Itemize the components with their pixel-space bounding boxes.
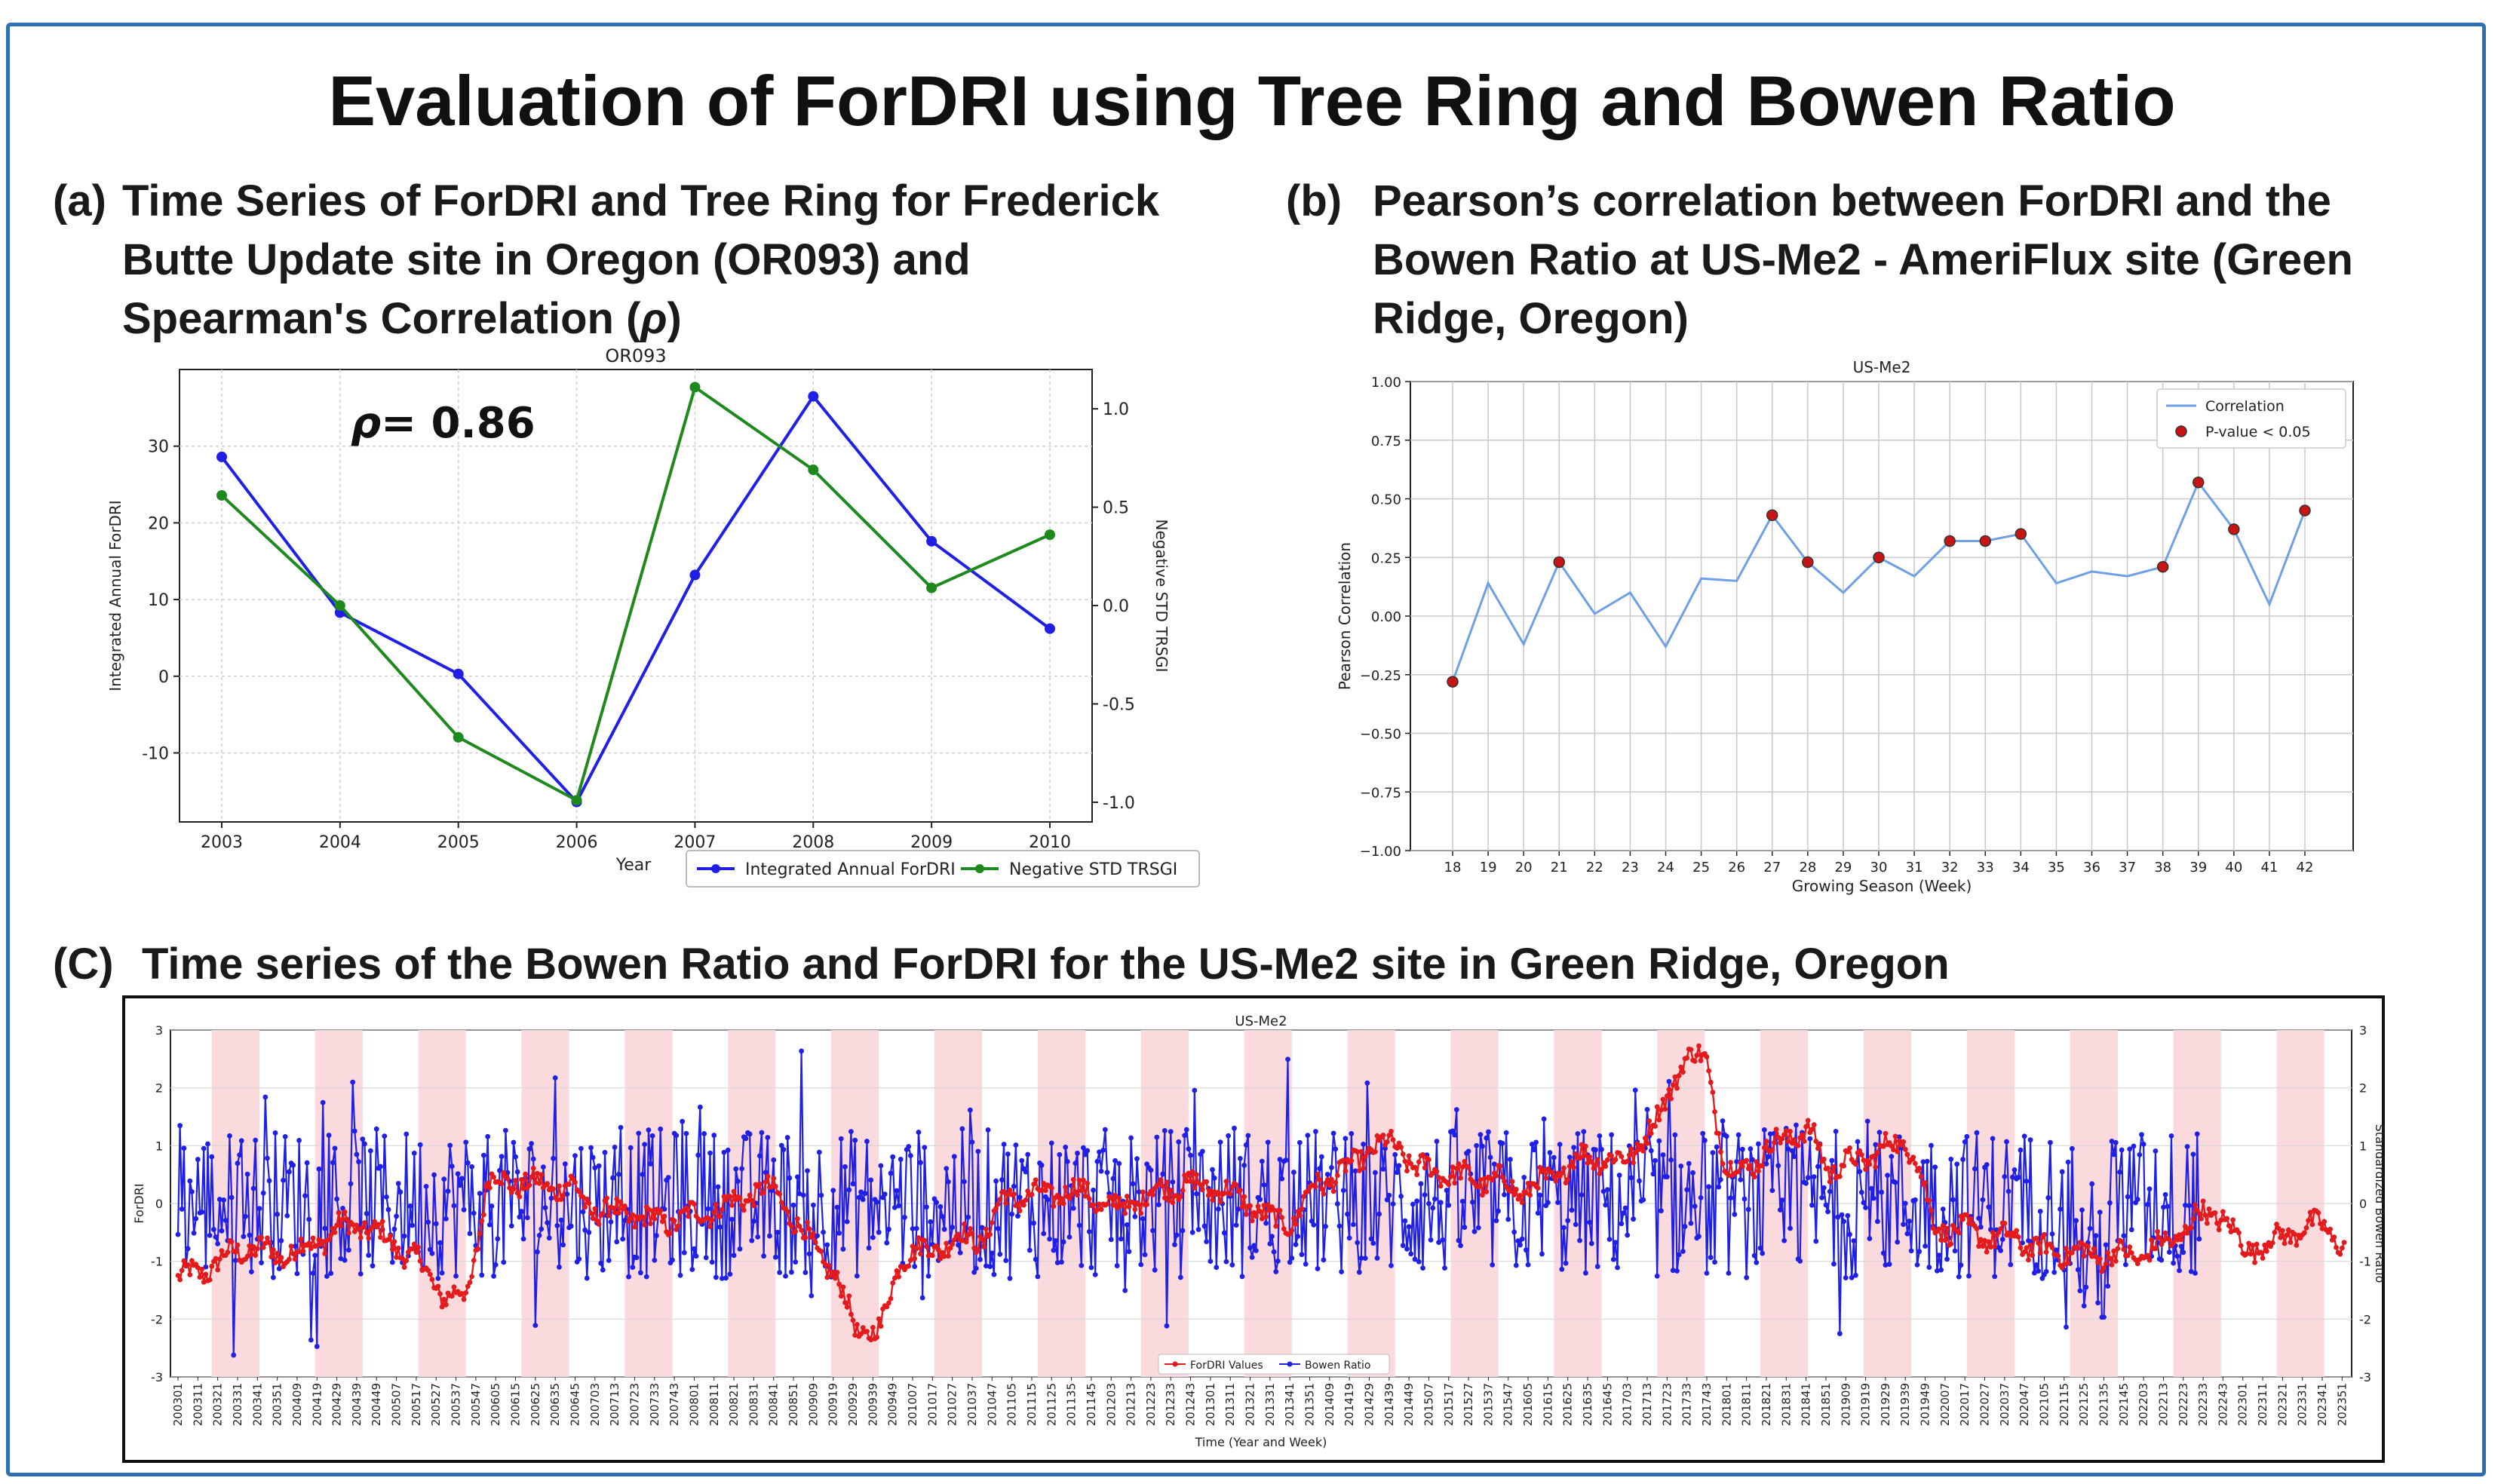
panel-c-heading: (C) Time series of the Bowen Ratio and F… bbox=[53, 935, 2315, 995]
panel-a-heading-line-3-text: Spearman's Correlation ( bbox=[122, 294, 641, 343]
figure-frame bbox=[6, 23, 2486, 1476]
chart-a-point-trsgi bbox=[1045, 529, 1055, 541]
chart-a-ytick-label: 30 bbox=[148, 438, 169, 457]
chart-a-ytick-label: 20 bbox=[148, 514, 169, 533]
chart-a-legend bbox=[686, 850, 1200, 888]
chart-a-ytick-label: 10 bbox=[148, 591, 169, 610]
chart-a-y2tick-label: 1.0 bbox=[1103, 400, 1129, 419]
chart-a-xtick-label: 2007 bbox=[674, 833, 716, 852]
panel-a-tag: (a) bbox=[53, 176, 106, 225]
panel-c-heading-text: Time series of the Bowen Ratio and ForDR… bbox=[142, 940, 1950, 989]
panel-b-heading: (b) Pearson’s correlation between ForDRI… bbox=[1286, 172, 2493, 353]
page-title: Evaluation of ForDRI using Tree Ring and… bbox=[328, 61, 2176, 140]
panel-c-frame bbox=[122, 995, 2385, 1463]
chart-a-point-fordri bbox=[808, 391, 819, 402]
panel-a-heading-line-1: Time Series of ForDRI and Tree Ring for … bbox=[122, 176, 1160, 225]
chart-a-xtick-label: 2005 bbox=[437, 833, 480, 852]
chart-a-y2label: Negative STD TRSGI bbox=[1152, 520, 1171, 673]
chart-a-point-fordri bbox=[453, 668, 464, 679]
chart-a-point-trsgi bbox=[216, 489, 227, 501]
chart-a-legend-label: Integrated Annual ForDRI bbox=[745, 860, 956, 879]
chart-a-point-trsgi bbox=[926, 582, 937, 593]
panel-a-heading-close: ) bbox=[667, 294, 682, 343]
chart-a-point-trsgi bbox=[334, 600, 345, 612]
panel-b-heading-line-2: Bowen Ratio at US-Me2 - AmeriFlux site (… bbox=[1373, 235, 2353, 284]
chart-a-point-trsgi bbox=[689, 382, 701, 393]
chart-a-xtick-label: 2009 bbox=[910, 833, 953, 852]
chart-a-point-fordri bbox=[216, 451, 227, 462]
rho-symbol: ρ bbox=[640, 294, 667, 343]
panel-a-heading: (a) Time Series of ForDRI and Tree Ring … bbox=[53, 172, 1260, 353]
chart-a-xtick-label: 2010 bbox=[1029, 833, 1071, 852]
chart-a-xtick-label: 2008 bbox=[792, 833, 834, 852]
chart-a-title: OR093 bbox=[605, 345, 666, 366]
chart-a-ytick-label: -10 bbox=[142, 744, 169, 763]
chart-a-point-fordri bbox=[689, 569, 701, 581]
chart-a-legend-marker bbox=[975, 864, 984, 873]
chart-a-point-fordri bbox=[926, 535, 937, 547]
chart-a-point-trsgi bbox=[808, 465, 819, 476]
panel-b-heading-line-3: Ridge, Oregon) bbox=[1373, 294, 1689, 343]
chart-a-series-line-fordri bbox=[220, 394, 1051, 805]
panel-b-heading-line-1: Pearson’s correlation between ForDRI and… bbox=[1373, 176, 2331, 225]
chart-a-xtick-label: 2006 bbox=[556, 833, 598, 852]
chart-a-y2tick-label: -1.0 bbox=[1103, 794, 1135, 813]
chart-a-series-line-trsgi bbox=[220, 385, 1051, 803]
chart-a-xtick-label: 2003 bbox=[201, 833, 243, 852]
panel-b-tag: (b) bbox=[1286, 176, 1343, 225]
chart-a-y2tick-label: 0.5 bbox=[1103, 499, 1129, 518]
chart-a-point-trsgi bbox=[453, 731, 464, 743]
rho-annotation-symbol: ρ bbox=[351, 399, 381, 448]
chart-a-point-fordri bbox=[1045, 623, 1055, 634]
panel-a-heading-line-3: Spearman's Correlation (ρ) bbox=[122, 290, 682, 348]
chart-a-point-trsgi bbox=[571, 795, 582, 806]
panel-c-tag: (C) bbox=[53, 940, 114, 989]
chart-a-legend-marker bbox=[711, 864, 720, 873]
chart-a-xtick-label: 2004 bbox=[319, 833, 361, 852]
chart-a-ylabel: Integrated Annual ForDRI bbox=[106, 500, 124, 691]
chart-a-xlabel: Year bbox=[615, 856, 652, 875]
chart-a-y2tick-label: -0.5 bbox=[1103, 695, 1135, 714]
rho-annotation: ρ= 0.86 bbox=[351, 399, 535, 448]
rho-annotation-value: = 0.86 bbox=[381, 399, 535, 448]
chart-a-legend-label: Negative STD TRSGI bbox=[1009, 860, 1177, 879]
chart-a-y2tick-label: 0.0 bbox=[1103, 597, 1129, 616]
panel-a-heading-line-2: Butte Update site in Oregon (OR093) and bbox=[122, 235, 971, 284]
chart-a-ytick-label: 0 bbox=[158, 668, 169, 687]
